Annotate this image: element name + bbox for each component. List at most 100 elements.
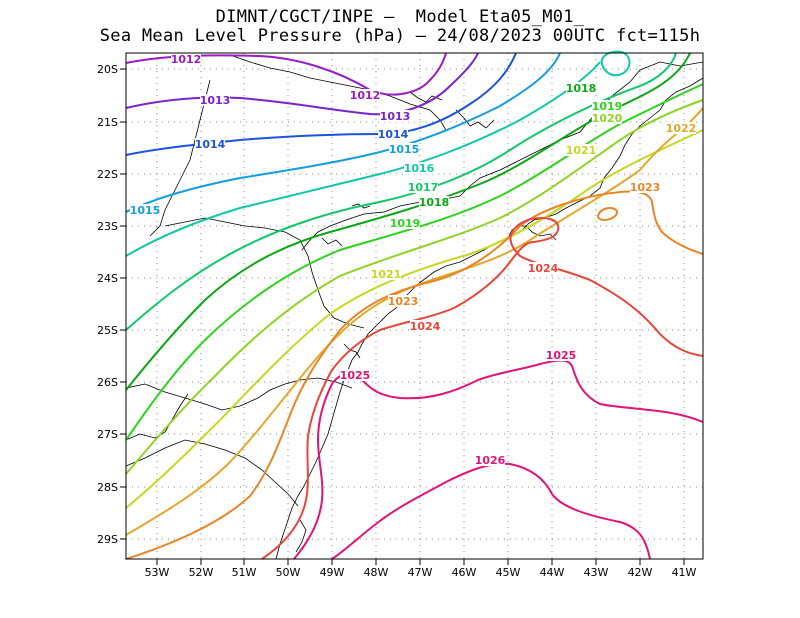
isobar-1024 [261, 216, 704, 560]
lon-tick-label: 41W [672, 566, 697, 579]
lat-tick-label: 28S [97, 481, 118, 494]
state-border-mg-es [459, 61, 704, 197]
contour-label: 1021 [566, 144, 597, 157]
contour-labels: 1012 1012 1013 1013 1014 1014 1015 1015 … [130, 53, 697, 467]
contour-label: 1017 [408, 181, 439, 194]
lat-tick-label: 20S [97, 63, 118, 76]
label-1019-b: 1019 [390, 217, 420, 230]
lon-tick-label: 43W [584, 566, 609, 579]
contour-label: 1013 [200, 94, 231, 107]
state-border-sc-rs [125, 439, 299, 507]
label-1021-a: 1021 [566, 144, 597, 157]
label-1020: 1020 [592, 112, 623, 125]
label-1022: 1022 [666, 122, 697, 135]
contour-label: 1021 [371, 268, 402, 281]
isobar-1023-cell [597, 207, 618, 222]
isobar-1021 [125, 129, 704, 509]
label-1016: 1016 [404, 162, 435, 175]
lat-tick-label: 21S [97, 116, 118, 129]
lon-tick-label: 49W [320, 566, 345, 579]
country-border-west [125, 393, 189, 441]
lon-tick-label: 50W [276, 566, 301, 579]
lat-tick-labels: 20S 21S 22S 23S 24S 25S 26S 27S 28S 29S [97, 63, 118, 546]
label-1015-b: 1015 [389, 143, 420, 156]
lat-tick-label: 26S [97, 376, 118, 389]
isobar-1012 [125, 52, 447, 96]
contour-label: 1025 [546, 349, 577, 362]
isobar-1025 [293, 359, 704, 560]
contour-label: 1014 [195, 138, 226, 151]
island-detail [343, 343, 361, 359]
label-1014-b: 1014 [378, 128, 409, 141]
lon-tick-label: 47W [408, 566, 433, 579]
lat-tick-label: 29S [97, 533, 118, 546]
contour-label: 1022 [666, 122, 697, 135]
isobar-1022 [125, 107, 704, 536]
label-1014-a: 1014 [195, 138, 226, 151]
contour-label: 1023 [388, 295, 419, 308]
label-1017: 1017 [408, 181, 439, 194]
lat-tick-label: 25S [97, 324, 118, 337]
contour-label: 1016 [404, 162, 435, 175]
lon-tick-label: 52W [189, 566, 214, 579]
isobar-1016 [125, 61, 601, 257]
lon-tick-label: 53W [145, 566, 170, 579]
label-1018-a: 1018 [566, 82, 597, 95]
contour-label: 1012 [350, 89, 381, 102]
isobar-1020 [125, 99, 704, 475]
coastline [275, 77, 704, 560]
state-border-ms-sp [149, 79, 211, 237]
axis-ticks [120, 68, 685, 565]
label-1025-a: 1025 [546, 349, 577, 362]
isobar-1015 [125, 52, 561, 213]
contour-label: 1012 [171, 53, 202, 66]
contour-label: 1015 [130, 204, 161, 217]
state-border-pr-sc [125, 377, 353, 411]
lon-tick-labels: 53W 52W 51W 50W 49W 48W 47W 46W 45W 44W … [145, 566, 697, 579]
contour-label: 1019 [592, 100, 623, 113]
isobar-1023 [125, 190, 704, 560]
isobar-1026 [331, 462, 651, 560]
contour-label: 1020 [592, 112, 623, 125]
label-1023-b: 1023 [388, 295, 419, 308]
contour-label: 1018 [566, 82, 597, 95]
lagoon-south [295, 519, 307, 553]
contour-label: 1026 [475, 454, 506, 467]
label-1024-b: 1024 [410, 320, 441, 333]
contour-label: 1018 [419, 196, 450, 209]
lat-tick-label: 22S [97, 168, 118, 181]
lon-tick-label: 48W [364, 566, 389, 579]
river-detail-2 [455, 109, 495, 129]
contour-label: 1013 [380, 110, 411, 123]
lat-tick-label: 24S [97, 272, 118, 285]
label-1025-b: 1025 [340, 369, 371, 382]
lon-tick-label: 51W [232, 566, 257, 579]
title-line-2: Sea Mean Level Pressure (hPa) – 24/08/20… [99, 26, 701, 46]
label-1015-a: 1015 [130, 204, 161, 217]
map-frame [125, 52, 704, 560]
lat-tick-label: 27S [97, 428, 118, 441]
lon-tick-label: 42W [628, 566, 653, 579]
state-border-mg-go [229, 54, 447, 131]
label-1019-a: 1019 [592, 100, 623, 113]
isobar-1013 [125, 52, 479, 116]
lon-tick-label: 44W [540, 566, 565, 579]
label-1024-a: 1024 [528, 262, 559, 275]
label-1021-b: 1021 [371, 268, 402, 281]
lon-tick-label: 46W [452, 566, 477, 579]
label-1012-b: 1012 [350, 89, 381, 102]
label-1026: 1026 [475, 454, 506, 467]
title-line-1: DIMNT/CGCT/INPE – Model Eta05_M01_ [215, 7, 585, 27]
contour-label: 1025 [340, 369, 371, 382]
contour-label: 1015 [389, 143, 420, 156]
label-1013-a: 1013 [200, 94, 231, 107]
contour-label: 1014 [378, 128, 409, 141]
contour-label: 1023 [630, 181, 661, 194]
lon-tick-label: 45W [496, 566, 521, 579]
label-1013-b: 1013 [380, 110, 411, 123]
contour-label: 1024 [528, 262, 559, 275]
contour-label: 1024 [410, 320, 441, 333]
lat-tick-label: 23S [97, 220, 118, 233]
label-1018-b: 1018 [419, 196, 450, 209]
